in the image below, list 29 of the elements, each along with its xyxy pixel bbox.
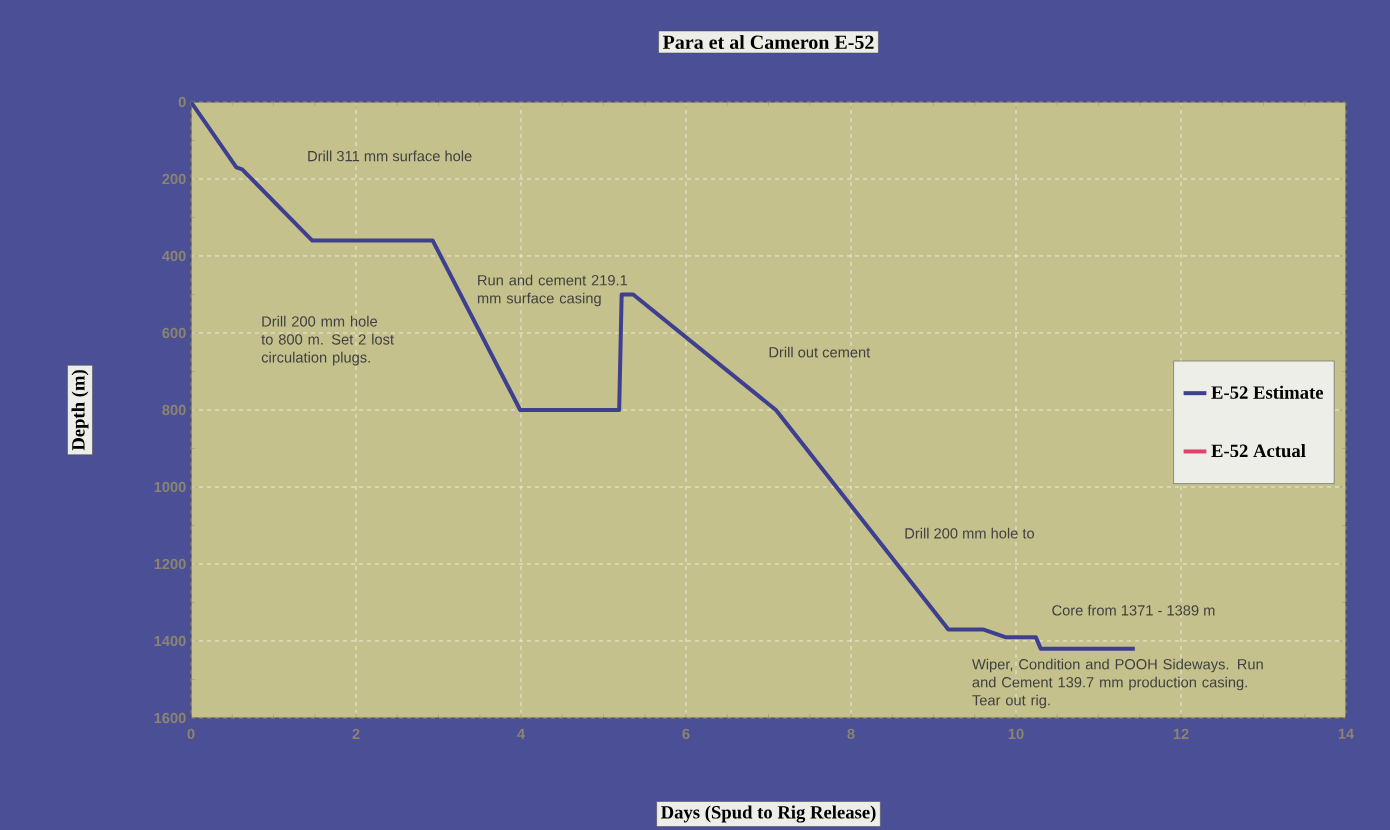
- y-tick-label: 1400: [154, 635, 186, 647]
- x-tick-label: 12: [1173, 728, 1189, 739]
- x-tick-label: 4: [517, 728, 525, 739]
- y-tick-label: 1200: [154, 558, 186, 570]
- chart-title: Para et al Cameron E-52: [662, 34, 874, 50]
- legend-label: E-52 Actual: [1211, 443, 1306, 458]
- legend-label: E-52 Estimate: [1211, 385, 1324, 399]
- y-tick-label: 400: [162, 250, 186, 262]
- y-tick-label: 600: [162, 327, 186, 339]
- annotation: Drill 200 mm hole to 800 m. Set 2 lost circulation plugs.: [261, 315, 394, 366]
- annotation: Drill out cement: [769, 346, 871, 358]
- x-tick-label: 8: [847, 728, 855, 740]
- annotation: Drill 200 mm hole to: [905, 527, 1035, 539]
- y-tick-label: 1000: [154, 481, 186, 493]
- y-axis-title: Depth (m): [71, 370, 89, 451]
- y-tick-label: 200: [162, 173, 186, 185]
- annotation: Core from 1371 - 1389 m: [1052, 604, 1215, 616]
- x-tick-label: 14: [1338, 728, 1355, 739]
- annotation: Drill 311 mm surface hole: [308, 150, 472, 162]
- x-tick-label: 6: [682, 728, 690, 740]
- annotation: Run and cement 219.1 mm surface casing: [477, 274, 628, 307]
- y-tick-label: 1600: [154, 712, 186, 724]
- y-tick-label: 800: [162, 404, 186, 416]
- y-tick-label: 0: [178, 96, 186, 108]
- x-tick-label: 10: [1008, 728, 1024, 740]
- x-axis-title: Days (Spud to Rig Release): [660, 805, 876, 823]
- x-tick-label: 2: [352, 728, 360, 739]
- annotation: Wiper, Condition and POOH Sideways. Run and Cement 139.7 mm production casing. Tear out rig.: [972, 658, 1263, 709]
- x-tick-label: 0: [187, 728, 195, 740]
